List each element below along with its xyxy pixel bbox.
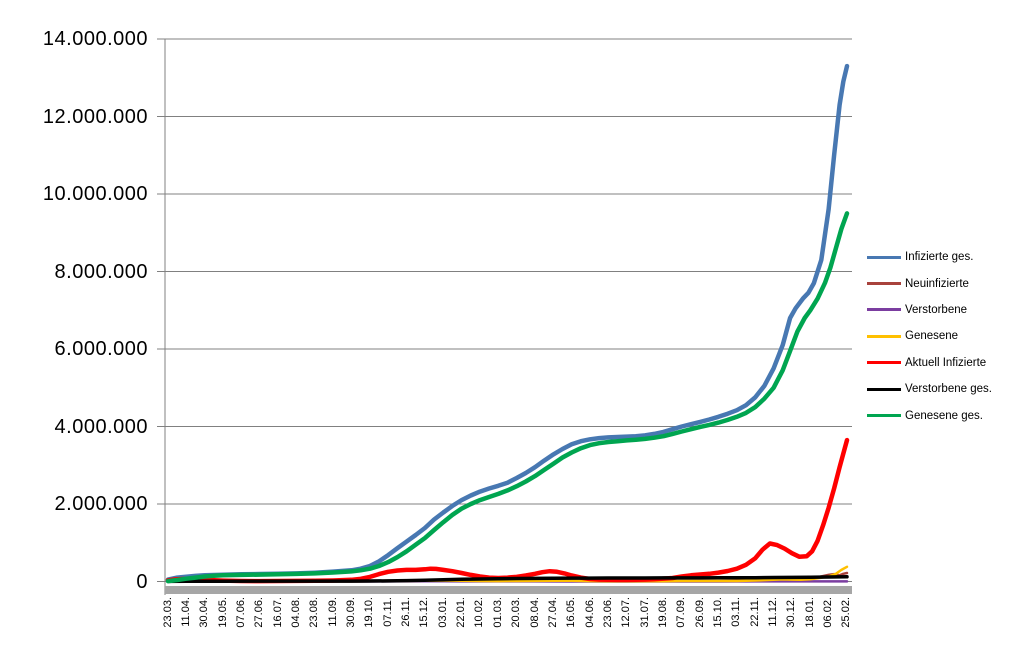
x-axis-tick-label: 07.09.	[675, 597, 688, 628]
x-axis-tick-label: 08.04.	[528, 597, 541, 628]
legend-label-neuinfizierte: Neuinfizierte	[905, 277, 969, 290]
x-axis-bar	[165, 586, 852, 594]
x-axis-tick-label: 19.08.	[656, 597, 669, 628]
legend-label-aktuell-infizierte: Aktuell Infizierte	[905, 356, 987, 369]
x-axis-tick-label: 20.03.	[510, 597, 523, 628]
x-axis-tick-label: 26.11.	[400, 597, 413, 627]
x-axis-tick-label: 11.09.	[326, 597, 339, 627]
x-axis-tick-label: 19.10.	[363, 597, 376, 628]
x-axis-tick-label: 07.06.	[234, 597, 247, 628]
x-axis-tick-label: 11.04.	[179, 597, 192, 627]
legend-swatch-infizierte-ges	[867, 255, 901, 259]
legend-entry-aktuell-infizierte: Aktuell Infizierte	[867, 350, 992, 376]
y-axis-tick-label: 6.000.000	[54, 338, 148, 360]
y-axis-tick-label: 8.000.000	[54, 260, 148, 283]
legend-entry-genesene: Genesene	[867, 323, 992, 349]
legend-swatch-neuinfizierte	[867, 282, 901, 286]
series-line-genesene-ges	[165, 211, 850, 584]
x-axis-tick-label: 03.11.	[730, 597, 743, 627]
x-axis-tick-label: 30.09.	[345, 597, 357, 628]
x-axis-tick-label: 15.12.	[418, 597, 431, 628]
y-axis-tick-label: 12.000.000	[42, 105, 148, 128]
legend-entry-infizierte-ges: Infizierte ges.	[867, 244, 992, 270]
x-axis-tick-label: 06.02.	[822, 597, 835, 628]
legend-label-verstorbene: Verstorbene	[905, 303, 968, 316]
x-axis-tick-label: 10.02.	[473, 597, 486, 628]
x-axis-tick-label: 27.06.	[253, 597, 266, 628]
x-axis-tick-label: 12.07.	[620, 597, 633, 628]
x-axis-tick-label: 18.01.	[803, 597, 816, 628]
legend-swatch-genesene-ges	[867, 414, 901, 418]
legend-label-genesene-ges: Genesene ges.	[905, 409, 984, 422]
series-line-infizierte-ges	[165, 63, 850, 582]
x-axis-tick-label: 22.11.	[748, 597, 761, 627]
y-axis-tick-label: 2.000.000	[54, 493, 148, 515]
x-axis-tick-label: 30.04.	[198, 597, 211, 628]
x-axis-tick-label: 23.08.	[308, 597, 321, 628]
y-axis-tick-label: 14.000.000	[42, 28, 148, 50]
x-axis-tick-label: 25.02.	[840, 597, 853, 628]
x-axis-tick-label: 22.01.	[455, 597, 468, 628]
legend-entry-verstorbene: Verstorbene	[867, 297, 992, 323]
x-axis-tick-label: 23.06.	[601, 597, 614, 628]
x-axis-tick-label: 19.05.	[216, 597, 229, 628]
x-axis-tick-label: 30.12.	[785, 597, 798, 628]
legend-entry-verstorbene-ges: Verstorbene ges.	[867, 376, 992, 402]
y-axis-tick-label: 4.000.000	[54, 415, 148, 438]
legend: Infizierte ges. Neuinfizierte Verstorbene G…	[867, 244, 992, 429]
x-axis-tick-label: 04.08.	[289, 597, 302, 628]
legend-label-genesene: Genesene	[905, 330, 959, 343]
legend-swatch-verstorbene	[867, 308, 901, 312]
x-axis-tick-label: 03.01.	[436, 597, 449, 628]
x-axis-tick-label: 23.03.	[161, 597, 174, 628]
x-axis-tick-label: 31.07.	[638, 597, 651, 628]
x-axis-tick-label: 16.07.	[271, 597, 284, 628]
legend-entry-neuinfizierte: Neuinfizierte	[867, 270, 992, 296]
legend-entry-genesene-ges: Genesene ges.	[867, 402, 992, 428]
x-axis-tick-label: 26.09.	[693, 597, 706, 628]
legend-label-verstorbene-ges: Verstorbene ges.	[905, 383, 992, 396]
y-axis-tick-label: 10.000.000	[42, 183, 148, 205]
series-line-verstorbene-ges	[166, 575, 849, 584]
x-axis-tick-label: 11.12.	[767, 597, 780, 627]
legend-swatch-aktuell-infizierte	[867, 361, 901, 365]
x-axis-tick-label: 15.10.	[712, 597, 724, 628]
x-axis-tick-label: 07.11.	[381, 597, 394, 627]
series-line-aktuell-infizierte	[165, 437, 850, 584]
x-axis-tick-label: 16.05.	[565, 597, 578, 628]
legend-label-infizierte-ges: Infizierte ges.	[905, 251, 974, 264]
x-axis-tick-label: 04.06.	[583, 597, 596, 628]
y-axis-tick-label: 0	[136, 570, 148, 593]
x-axis-tick-label: 01.03.	[491, 597, 504, 628]
x-axis-tick-label: 27.04.	[546, 597, 559, 628]
legend-swatch-verstorbene-ges	[867, 387, 901, 391]
legend-swatch-genesene	[867, 334, 901, 338]
